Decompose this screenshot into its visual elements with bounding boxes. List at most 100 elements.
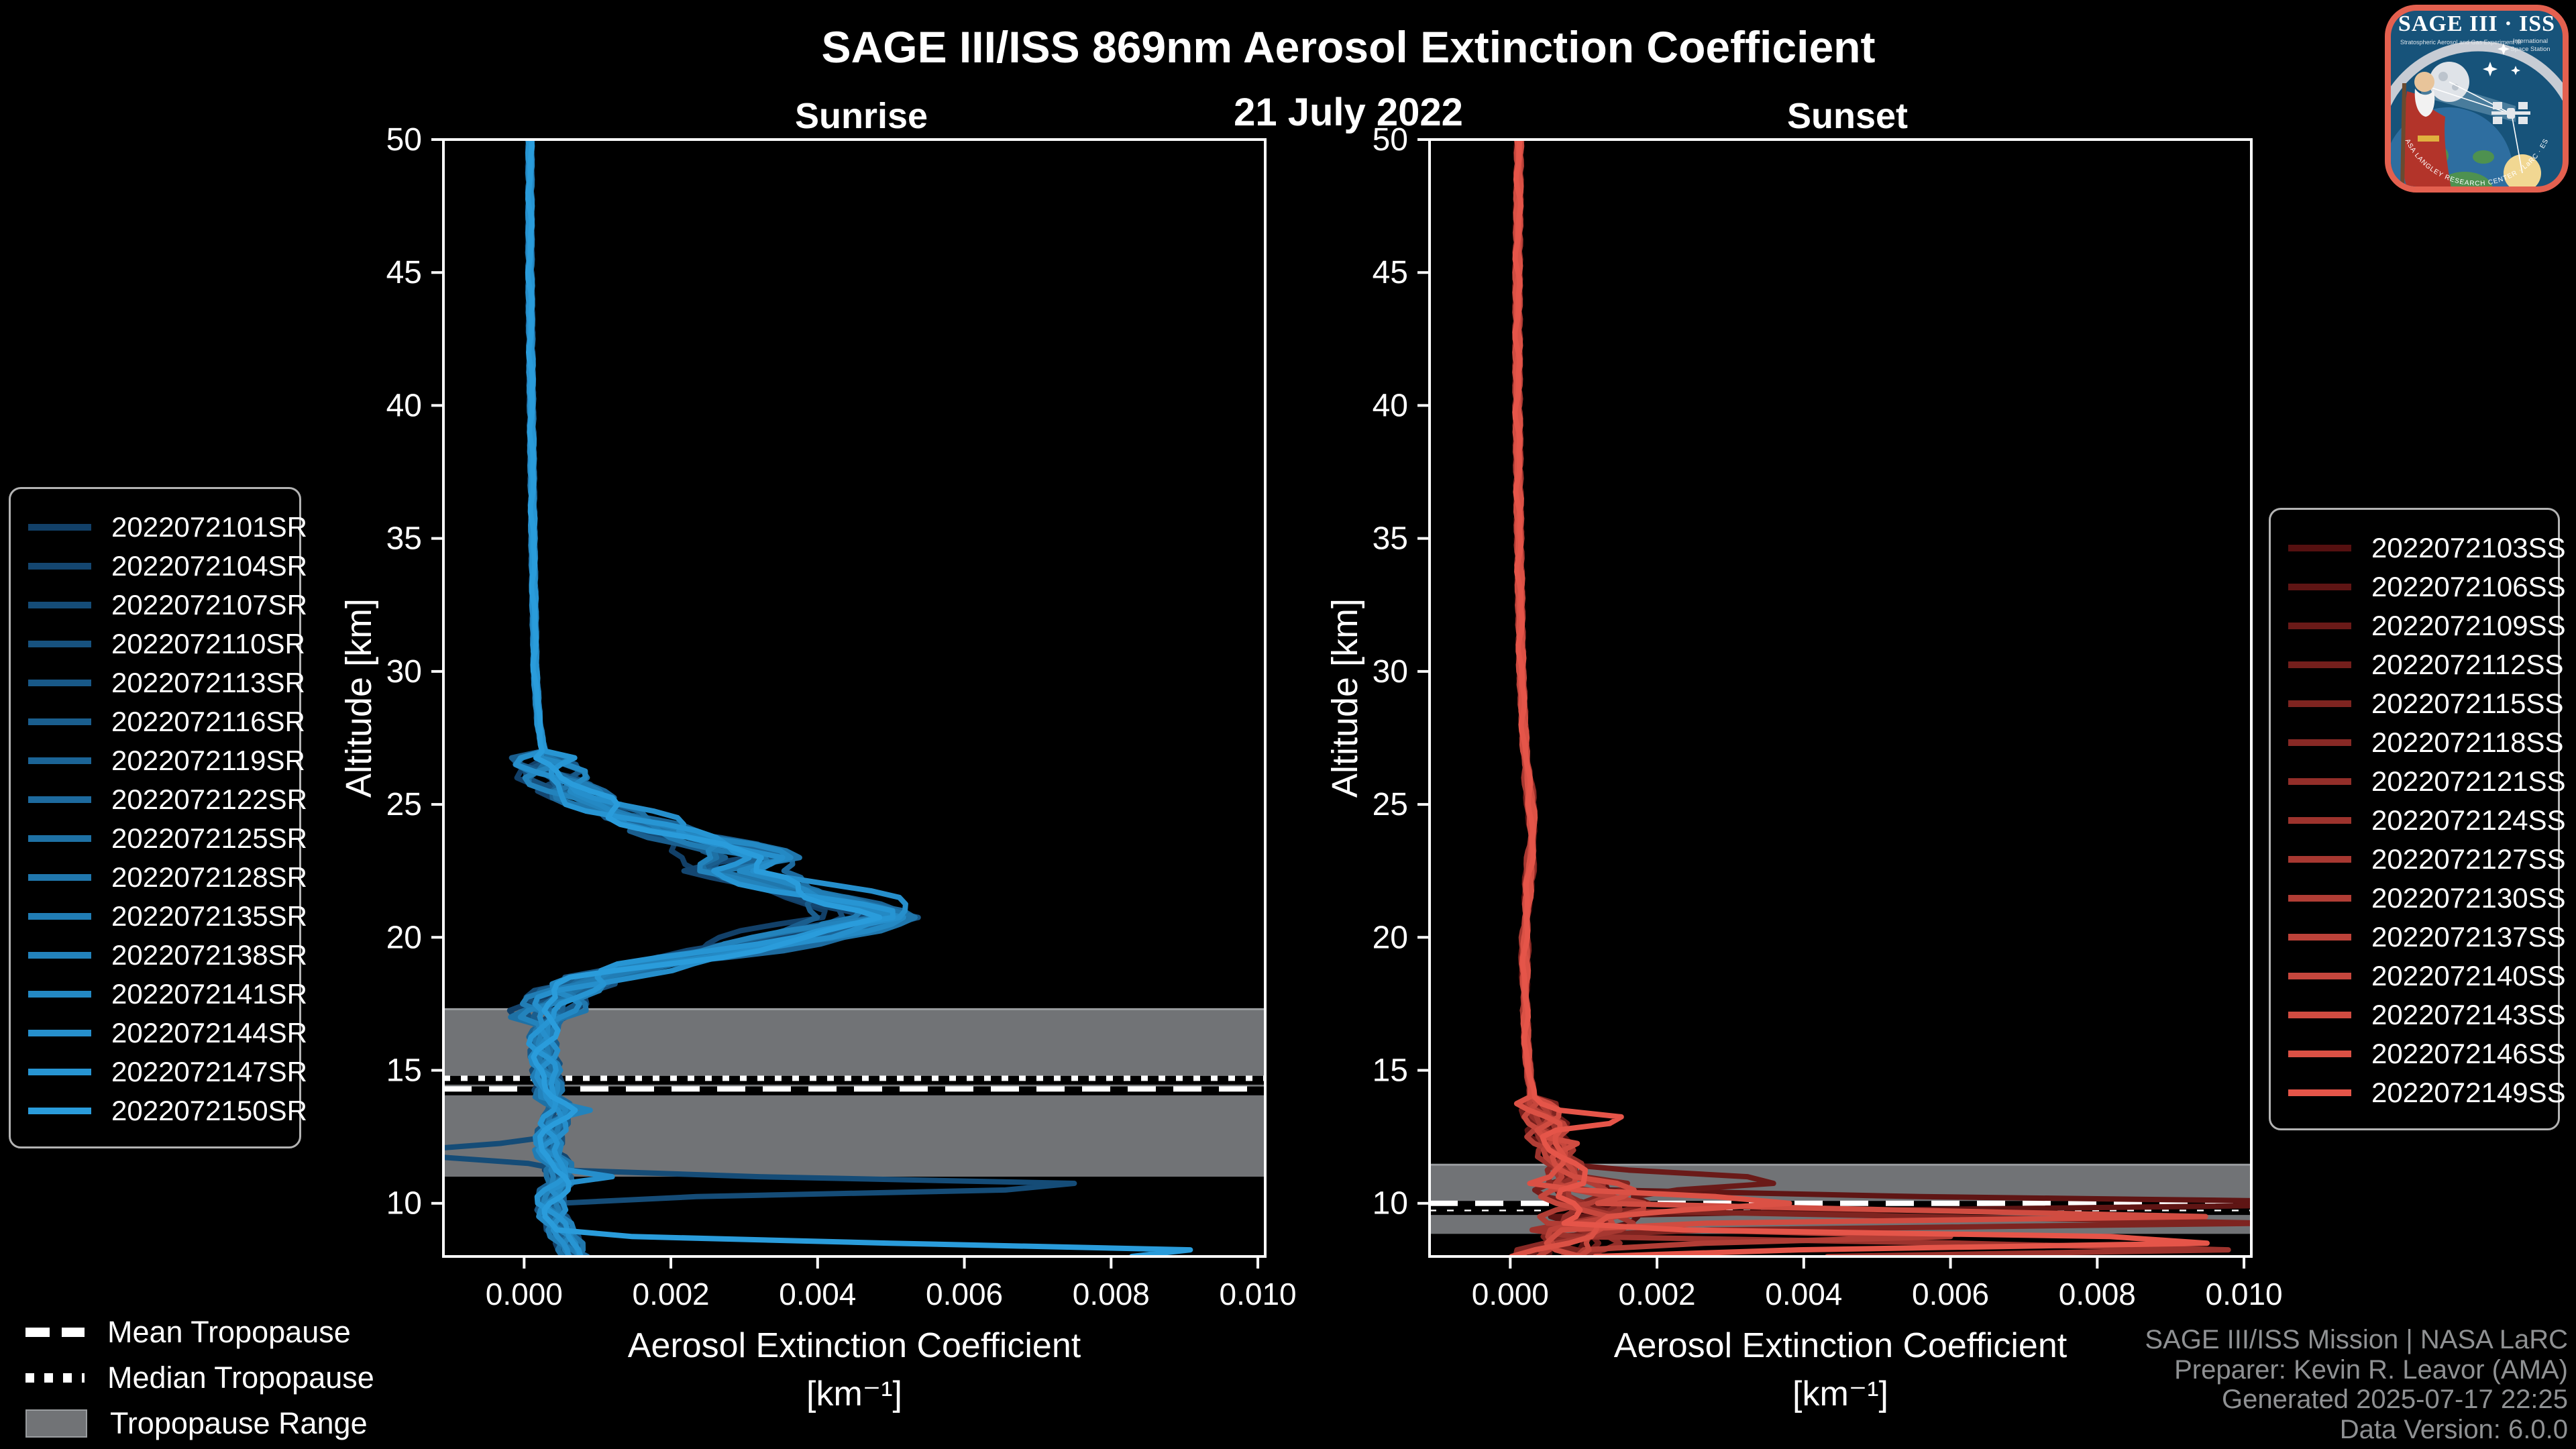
legend-line-swatch bbox=[28, 718, 91, 725]
legend-item-2022072122SR: 2022072122SR bbox=[28, 780, 307, 819]
legend-item-2022072124SS: 2022072124SS bbox=[2288, 801, 2566, 840]
legend-line-swatch bbox=[28, 913, 91, 920]
legend-event-label: 2022072112SS bbox=[2371, 649, 2564, 680]
sunset-panel: 0.000 0.002 0.004 0.006 0.008 0.010 50 45 40 35 30… bbox=[1325, 122, 2283, 1413]
legend-event-label: 2022072150SR bbox=[111, 1095, 307, 1126]
sunset-x-axis-units: [km⁻¹] bbox=[1792, 1375, 1888, 1413]
legend-line-swatch bbox=[2288, 778, 2351, 785]
legend-event-label: 2022072122SR bbox=[111, 784, 307, 815]
legend-item-2022072147SR: 2022072147SR bbox=[28, 1053, 307, 1091]
logo-earth-land bbox=[2473, 150, 2494, 164]
logo-subtitle-right-1: International bbox=[2513, 38, 2548, 45]
profile-2022072124SS bbox=[1513, 140, 2231, 1256]
attribution-version: Data Version: 6.0.0 bbox=[2339, 1415, 2568, 1445]
legend-item-2022072110SR: 2022072110SR bbox=[28, 625, 305, 663]
logo-title: SAGE III · ISS bbox=[2398, 11, 2555, 36]
logo-subtitle-right-2: Space Station bbox=[2510, 46, 2550, 53]
legend-item-2022072104SR: 2022072104SR bbox=[28, 547, 307, 586]
legend-item-2022072141SR: 2022072141SR bbox=[28, 975, 307, 1014]
legend-item-2022072115SS: 2022072115SS bbox=[2288, 684, 2564, 723]
legend-event-label: 2022072138SR bbox=[111, 939, 307, 971]
profile-2022072146SS bbox=[1509, 140, 1792, 1256]
attribution-mission: SAGE III/ISS Mission | NASA LaRC bbox=[2145, 1324, 2568, 1354]
legend-event-label: 2022072116SR bbox=[111, 706, 305, 737]
legend-item-2022072107SR: 2022072107SR bbox=[28, 586, 307, 625]
y-tick-label: 45 bbox=[1373, 255, 1408, 290]
mean-tropopause-dashed-swatch bbox=[25, 1328, 85, 1337]
logo-orbit-ring bbox=[2391, 41, 2563, 186]
y-tick-label: 25 bbox=[1373, 787, 1408, 822]
y-tick-label: 20 bbox=[1373, 920, 1408, 955]
legend-line-swatch bbox=[28, 641, 91, 647]
logo-stars bbox=[2483, 43, 2520, 76]
y-tick-label: 50 bbox=[1373, 122, 1408, 158]
legend-line-swatch bbox=[2288, 973, 2351, 979]
legend-line-swatch bbox=[2288, 1051, 2351, 1057]
legend-item-2022072128SR: 2022072128SR bbox=[28, 858, 307, 897]
y-tick-label: 35 bbox=[1373, 521, 1408, 557]
sunset-y-axis-label: Altitude [km] bbox=[1325, 598, 1365, 798]
legend-line-swatch bbox=[2288, 895, 2351, 902]
x-tick-label: 0.002 bbox=[1619, 1277, 1696, 1311]
sunset-x-axis-label: Aerosol Extinction Coefficient bbox=[1614, 1326, 2068, 1365]
legend-event-label: 2022072124SS bbox=[2371, 804, 2566, 836]
legend-event-label: 2022072147SR bbox=[111, 1056, 307, 1087]
legend-event-label: 2022072125SR bbox=[111, 822, 307, 854]
legend-event-label: 2022072119SR bbox=[111, 745, 305, 776]
x-tick-label: 0.000 bbox=[486, 1277, 563, 1311]
legend-item-2022072119SR: 2022072119SR bbox=[28, 741, 305, 780]
legend-event-label: 2022072143SS bbox=[2371, 999, 2566, 1030]
page-title: SAGE III/ISS 869nm Aerosol Extinction Co… bbox=[821, 22, 1876, 72]
logo-sage-figure bbox=[2400, 72, 2451, 186]
profile-2022072130SS bbox=[1513, 140, 1953, 1256]
legend-item-2022072116SR: 2022072116SR bbox=[28, 702, 305, 741]
sunrise-y-axis-label: Altitude [km] bbox=[339, 598, 379, 798]
legend-event-label: 2022072128SR bbox=[111, 861, 307, 893]
sage-iss-mission-logo: SAGE III · ISS Stratospheric Aerosol and… bbox=[2384, 4, 2569, 193]
legend-event-label: 2022072106SS bbox=[2371, 571, 2566, 602]
sunrise-x-axis-units: [km⁻¹] bbox=[806, 1375, 902, 1413]
logo-border bbox=[2385, 5, 2569, 193]
legend-line-swatch bbox=[2288, 584, 2351, 590]
legend-line-swatch bbox=[28, 796, 91, 803]
mean-tropopause-legend-item: Mean Tropopause bbox=[25, 1309, 374, 1355]
x-tick-label: 0.008 bbox=[1073, 1277, 1150, 1311]
legend-line-swatch bbox=[28, 524, 91, 531]
legend-item-2022072101SR: 2022072101SR bbox=[28, 508, 307, 547]
legend-item-2022072112SS: 2022072112SS bbox=[2288, 645, 2564, 684]
attribution-preparer: Preparer: Kevin R. Leavor (AMA) bbox=[2174, 1354, 2568, 1385]
tropopause-range-swatch bbox=[25, 1409, 87, 1438]
legend-event-label: 2022072110SR bbox=[111, 628, 305, 659]
x-tick-label: 0.002 bbox=[633, 1277, 710, 1311]
x-tick-label: 0.008 bbox=[2059, 1277, 2136, 1311]
logo-subtitle-left: Stratospheric Aerosol and Gas Experiment… bbox=[2400, 39, 2521, 46]
legend-event-label: 2022072103SS bbox=[2371, 532, 2566, 564]
legend-line-swatch bbox=[2288, 817, 2351, 824]
legend-item-2022072103SS: 2022072103SS bbox=[2288, 529, 2566, 568]
profile-2022072143SS bbox=[1512, 140, 2208, 1256]
legend-event-label: 2022072135SR bbox=[111, 900, 307, 932]
median-tropopause-dotted-swatch bbox=[25, 1373, 85, 1383]
legend-event-label: 2022072101SR bbox=[111, 511, 307, 543]
legend-line-swatch bbox=[28, 602, 91, 608]
legend-line-swatch bbox=[28, 1030, 91, 1036]
legend-item-2022072138SR: 2022072138SR bbox=[28, 936, 307, 975]
legend-item-2022072146SS: 2022072146SS bbox=[2288, 1034, 2566, 1073]
x-tick-label: 0.010 bbox=[2206, 1277, 2283, 1311]
legend-event-label: 2022072121SS bbox=[2371, 765, 2566, 797]
legend-event-label: 2022072127SS bbox=[2371, 843, 2566, 875]
x-tick-label: 0.000 bbox=[1472, 1277, 1549, 1311]
legend-event-label: 2022072137SS bbox=[2371, 921, 2566, 953]
legend-item-2022072106SS: 2022072106SS bbox=[2288, 568, 2566, 606]
legend-line-swatch bbox=[28, 874, 91, 881]
sunrise-panel-title: Sunrise bbox=[794, 96, 928, 136]
y-tick-label: 30 bbox=[386, 654, 422, 690]
profile-2022072109SS bbox=[1512, 140, 1776, 1256]
legend-event-label: 2022072144SR bbox=[111, 1017, 307, 1049]
legend-event-label: 2022072118SS bbox=[2371, 727, 2564, 758]
y-tick-label: 15 bbox=[386, 1053, 422, 1089]
legend-line-swatch bbox=[28, 835, 91, 842]
sunrise-x-axis-label: Aerosol Extinction Coefficient bbox=[628, 1326, 1081, 1365]
tropopause-range-label: Tropopause Range bbox=[110, 1406, 368, 1440]
